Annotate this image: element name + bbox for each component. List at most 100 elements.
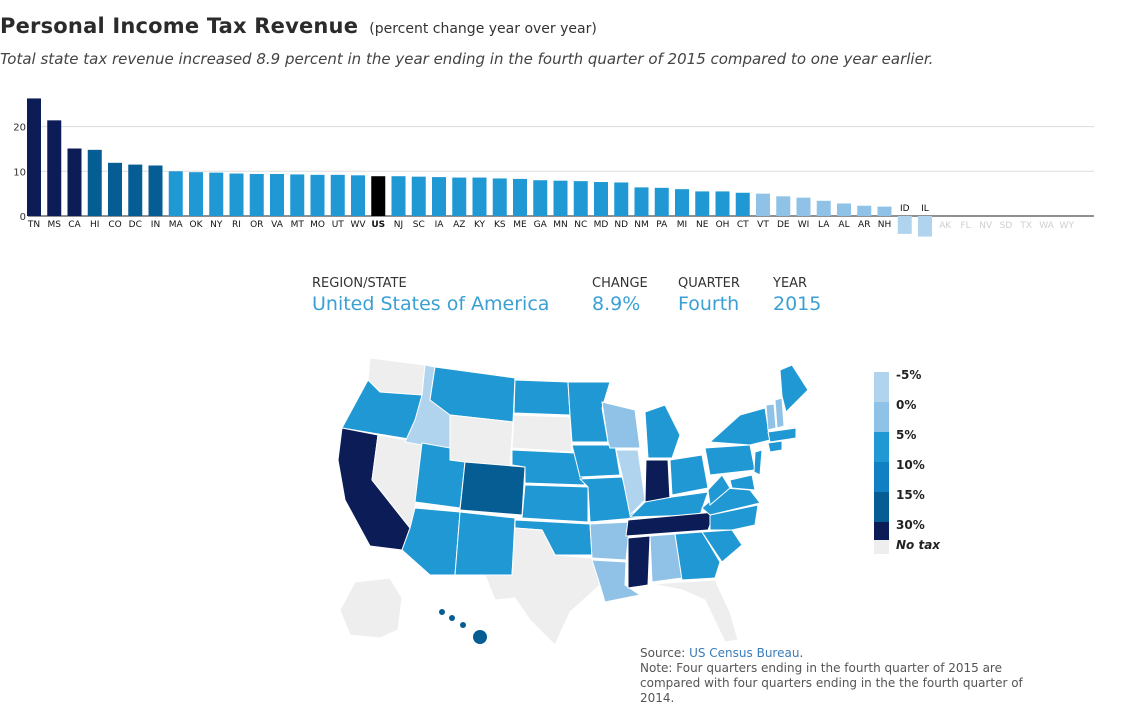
bar-dc bbox=[128, 164, 143, 216]
state-nm[interactable] bbox=[454, 511, 516, 576]
x-tick-label-us: US bbox=[371, 220, 385, 230]
x-tick-label-ri: RI bbox=[232, 220, 241, 230]
state-mi[interactable] bbox=[644, 404, 681, 459]
bar-ok bbox=[189, 172, 203, 216]
x-tick-label-mt: MT bbox=[291, 220, 305, 230]
x-tick-label-me: ME bbox=[513, 220, 527, 230]
legend-label: -5% bbox=[896, 368, 922, 382]
state-nd[interactable] bbox=[513, 379, 571, 416]
state-nj[interactable] bbox=[753, 449, 763, 476]
x-tick-label-oh: OH bbox=[716, 220, 730, 230]
x-tick-label-ar: AR bbox=[858, 220, 870, 230]
us-choropleth-map[interactable] bbox=[330, 350, 820, 650]
quarter-info: QUARTER Fourth bbox=[678, 276, 740, 315]
bar-or bbox=[249, 173, 264, 216]
x-tick-label-sc: SC bbox=[413, 220, 425, 230]
bar-nm bbox=[634, 187, 649, 216]
state-me[interactable] bbox=[779, 364, 809, 413]
y-tick-label: 0 bbox=[20, 212, 26, 223]
state-ak[interactable] bbox=[339, 577, 403, 639]
x-tick-label-dc: DC bbox=[129, 220, 142, 230]
x-tick-label-nm: NM bbox=[634, 220, 649, 230]
legend-swatch bbox=[874, 462, 889, 492]
x-tick-label-tn: TN bbox=[27, 220, 40, 230]
state-nh[interactable] bbox=[774, 397, 785, 429]
state-bar-chart: 0 10 20 TN MS CA HI CO DC IN MA OK NY RI OR VA MT MO UT WV U… bbox=[13, 98, 1094, 237]
state-sd[interactable] bbox=[511, 414, 573, 453]
source-suffix: . bbox=[799, 646, 804, 660]
region-value: United States of America bbox=[312, 293, 550, 315]
x-tick-label-ga: GA bbox=[534, 220, 548, 230]
x-tick-label-ut: UT bbox=[332, 220, 345, 230]
y-tick-label: 20 bbox=[13, 123, 26, 134]
state-ma[interactable] bbox=[767, 427, 797, 443]
bar-nd bbox=[614, 182, 629, 216]
x-tick-label-md: MD bbox=[594, 220, 609, 230]
state-il[interactable] bbox=[615, 449, 646, 517]
state-nc[interactable] bbox=[709, 504, 759, 531]
x-tick-label-il: IL bbox=[921, 204, 929, 214]
state-hi[interactable] bbox=[439, 609, 487, 644]
year-value: 2015 bbox=[773, 293, 822, 315]
state-la[interactable] bbox=[591, 559, 642, 603]
x-tick-label-nc: NC bbox=[574, 220, 587, 230]
x-tick-label-co: CO bbox=[108, 220, 121, 230]
chart-subtitle: (percent change year over year) bbox=[369, 21, 597, 37]
bar-nc bbox=[573, 181, 588, 216]
x-tick-label-ia: IA bbox=[435, 220, 445, 230]
change-info: CHANGE 8.9% bbox=[592, 276, 648, 315]
bar-ks bbox=[492, 178, 507, 216]
x-tick-label-ne: NE bbox=[696, 220, 709, 230]
bar-ar bbox=[857, 205, 872, 216]
bar-ny bbox=[209, 172, 224, 216]
state-wy[interactable] bbox=[449, 414, 514, 469]
bar-il bbox=[918, 216, 932, 237]
bar-pa bbox=[654, 187, 669, 216]
bar-la bbox=[816, 200, 831, 216]
x-tick-label-nh: NH bbox=[878, 220, 892, 230]
state-in[interactable] bbox=[644, 459, 671, 503]
state-fl[interactable] bbox=[651, 579, 739, 643]
x-tick-label-ca: CA bbox=[68, 220, 81, 230]
state-pa[interactable] bbox=[704, 444, 756, 476]
state-ar[interactable] bbox=[589, 521, 631, 561]
state-ct[interactable] bbox=[767, 440, 783, 453]
state-ny[interactable] bbox=[708, 407, 771, 446]
state-wi[interactable] bbox=[601, 401, 641, 449]
bar-al bbox=[837, 203, 851, 216]
state-ms[interactable] bbox=[627, 535, 651, 589]
state-sc[interactable] bbox=[701, 529, 743, 563]
source-link[interactable]: US Census Bureau bbox=[689, 646, 800, 660]
state-vt[interactable] bbox=[765, 403, 777, 431]
state-co[interactable] bbox=[459, 461, 526, 516]
state-ia[interactable] bbox=[571, 444, 621, 478]
state-oh[interactable] bbox=[669, 454, 709, 496]
x-tick-label-de: DE bbox=[777, 220, 790, 230]
bar-ne bbox=[695, 191, 710, 216]
x-tick-label-mo: MO bbox=[310, 220, 325, 230]
bar-mt bbox=[290, 174, 305, 216]
state-tx[interactable] bbox=[484, 527, 601, 646]
bar-me bbox=[513, 178, 527, 216]
x-tick-label-vt: VT bbox=[757, 220, 769, 230]
legend-no-tax-swatch bbox=[874, 540, 889, 554]
bar-ga bbox=[533, 180, 548, 216]
state-md[interactable] bbox=[729, 474, 756, 491]
state-wv[interactable] bbox=[707, 474, 731, 506]
legend-swatch bbox=[874, 402, 889, 432]
chart-title: Personal Income Tax Revenue bbox=[0, 14, 359, 38]
change-label: CHANGE bbox=[592, 276, 648, 291]
bar-co bbox=[108, 162, 122, 216]
x-tick-label-nv: NV bbox=[979, 221, 993, 231]
state-ks[interactable] bbox=[521, 484, 589, 523]
x-tick-label-hi: HI bbox=[90, 220, 99, 230]
x-tick-label-sd: SD bbox=[1000, 221, 1013, 231]
x-tick-label-ny: NY bbox=[210, 220, 223, 230]
bar-tn bbox=[27, 98, 41, 216]
x-tick-label-ok: OK bbox=[190, 220, 204, 230]
state-tn[interactable] bbox=[625, 511, 716, 537]
state-mo[interactable] bbox=[578, 476, 636, 523]
state-ga[interactable] bbox=[674, 531, 721, 581]
x-tick-label-va: VA bbox=[271, 220, 284, 230]
bar-mi bbox=[675, 189, 689, 216]
